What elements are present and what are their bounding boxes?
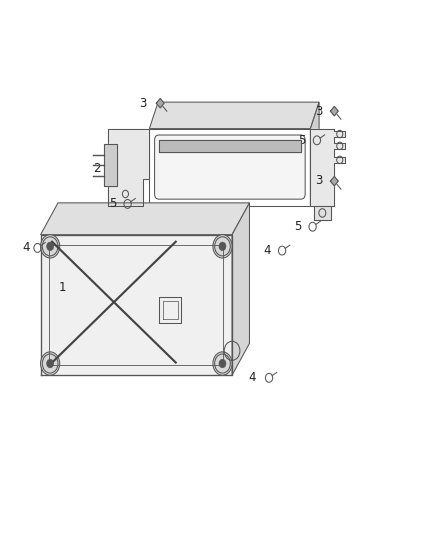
FancyBboxPatch shape (155, 135, 305, 199)
Polygon shape (311, 102, 319, 206)
Text: 5: 5 (109, 197, 116, 211)
Text: 4: 4 (22, 241, 30, 254)
Polygon shape (331, 107, 338, 116)
Polygon shape (314, 206, 331, 220)
Circle shape (219, 242, 226, 251)
Polygon shape (104, 144, 117, 187)
Circle shape (213, 352, 232, 375)
Text: 4: 4 (263, 244, 271, 257)
Circle shape (213, 235, 232, 258)
Circle shape (219, 359, 226, 368)
Text: 2: 2 (93, 162, 101, 175)
Text: 3: 3 (315, 104, 323, 118)
Text: 3: 3 (139, 96, 147, 110)
Polygon shape (149, 102, 319, 128)
Polygon shape (41, 235, 232, 375)
Circle shape (41, 352, 60, 375)
Text: 5: 5 (298, 134, 305, 147)
Circle shape (46, 359, 54, 368)
Text: 4: 4 (248, 372, 255, 384)
Polygon shape (331, 176, 338, 186)
Polygon shape (232, 203, 250, 375)
Circle shape (41, 235, 60, 258)
Text: 1: 1 (59, 281, 66, 294)
Polygon shape (159, 140, 301, 152)
Polygon shape (156, 99, 164, 108)
Circle shape (46, 242, 54, 251)
Polygon shape (41, 203, 250, 235)
Polygon shape (311, 128, 345, 206)
Text: 3: 3 (315, 174, 323, 187)
Polygon shape (108, 128, 149, 206)
Text: 5: 5 (293, 220, 301, 233)
